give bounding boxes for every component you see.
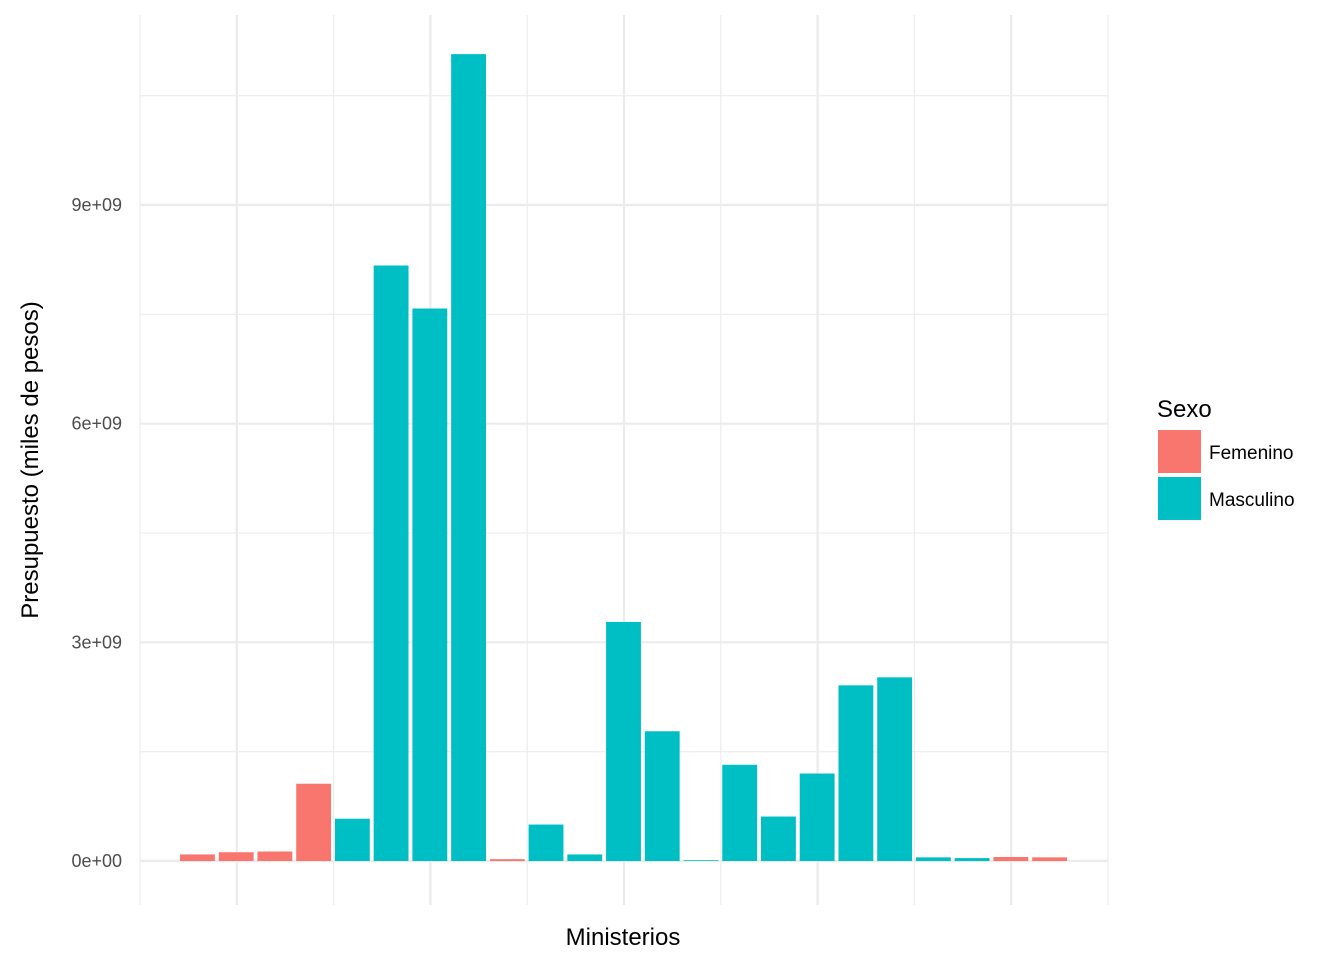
- bar-19-masculino: [877, 677, 913, 861]
- bar-5-masculino: [334, 818, 370, 861]
- bar-15-masculino: [722, 764, 758, 861]
- bar-16-masculino: [761, 816, 796, 861]
- bar-7-masculino: [412, 308, 448, 861]
- bar-9-femenino: [489, 859, 525, 861]
- bar-23-femenino: [1032, 857, 1067, 861]
- bars: [180, 54, 1067, 862]
- bar-3-femenino: [257, 851, 293, 861]
- y-tick-label-3: 9e+09: [71, 195, 122, 215]
- bar-21-masculino: [954, 858, 990, 861]
- y-tick-label-2: 6e+09: [71, 414, 122, 434]
- bar-13-masculino: [644, 731, 680, 861]
- bar-12-masculino: [606, 621, 641, 861]
- bar-20-masculino: [915, 857, 951, 861]
- y-tick-label-0: 0e+00: [71, 851, 122, 871]
- bar-8-masculino: [451, 54, 486, 862]
- bar-22-femenino: [993, 856, 1029, 861]
- bar-11-masculino: [567, 854, 603, 861]
- bar-10-masculino: [528, 824, 564, 861]
- legend-swatch-femenino: [1158, 430, 1201, 473]
- bar-2-femenino: [218, 852, 254, 861]
- grid: [139, 15, 1109, 905]
- bar-14-masculino: [683, 860, 719, 861]
- bar-4-femenino: [296, 783, 332, 861]
- legend-label-masculino: Masculino: [1209, 490, 1295, 511]
- bar-1-femenino: [180, 854, 215, 861]
- legend-label-femenino: Femenino: [1209, 443, 1294, 464]
- bar-18-masculino: [838, 685, 874, 861]
- legend-title: Sexo: [1157, 396, 1212, 423]
- bar-6-masculino: [373, 265, 409, 861]
- y-axis-title: Presupuesto (miles de pesos): [17, 301, 44, 618]
- legend-swatch-masculino: [1158, 477, 1201, 520]
- legend: Sexo Femenino Masculino: [1157, 396, 1295, 520]
- y-tick-label-1: 3e+09: [71, 632, 122, 652]
- x-axis-title: Ministerios: [566, 924, 681, 951]
- y-tick-labels: 0e+00 3e+09 6e+09 9e+09: [71, 195, 122, 871]
- bar-17-masculino: [799, 773, 835, 861]
